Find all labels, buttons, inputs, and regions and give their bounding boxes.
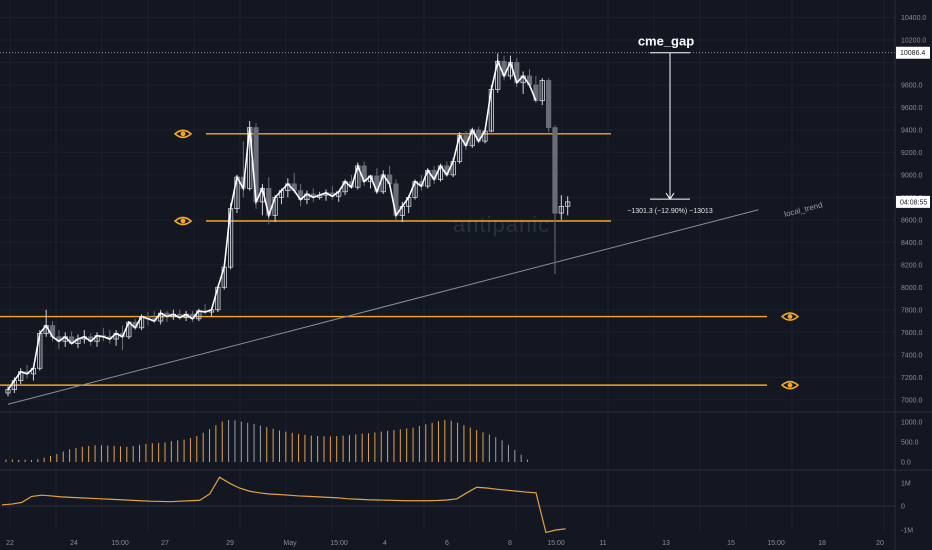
eye-pupil — [787, 382, 793, 388]
price-tick-label: 7200.0 — [901, 375, 923, 382]
volume-axis[interactable]: 1000.0 500.0 0.0 — [901, 420, 923, 467]
candle-body — [539, 80, 545, 102]
time-tick-label: May — [283, 540, 297, 547]
volume-tick-label: 0.0 — [901, 460, 911, 467]
price-tick-label: 8000.0 — [901, 285, 923, 292]
time-tick-label: 15:00 — [111, 540, 129, 547]
time-tick-label: 24 — [70, 540, 78, 547]
volume-tick-label: 1000.0 — [901, 420, 923, 427]
eye-icon — [173, 129, 193, 139]
eye-outline — [780, 380, 800, 390]
eye-pupil — [180, 218, 186, 224]
price-tick-label: 10400.0 — [901, 15, 926, 22]
time-tick-label: 18 — [818, 540, 826, 547]
horizontal-levels — [0, 129, 800, 390]
price-tick-label: 8200.0 — [901, 262, 923, 269]
price-tick-label: 9400.0 — [901, 127, 923, 134]
gap-measure-label: −1301.3 (−12.90%) −13013 — [627, 208, 713, 215]
price-tick-label: 7400.0 — [901, 352, 923, 359]
time-tick-label: 29 — [226, 540, 234, 547]
time-tick-label: 6 — [445, 540, 449, 547]
time-tick-label: 8 — [508, 540, 512, 547]
gap-title: cme_gap — [638, 34, 694, 49]
price-tick-label: 8600.0 — [901, 217, 923, 224]
time-tick-label: 15 — [727, 540, 735, 547]
watermark: antipanic — [453, 212, 550, 237]
time-tick-label: 15:00 — [547, 540, 565, 547]
time-tick-label: 15:00 — [330, 540, 348, 547]
time-tick-label: 11 — [599, 540, 606, 547]
eye-outline — [173, 129, 193, 139]
candle-body — [546, 80, 552, 129]
volume-pane — [5, 420, 529, 462]
eye-outline — [780, 312, 800, 321]
eye-icon — [780, 380, 800, 390]
price-axis[interactable]: 10400.0 10200.0 9800.0 9600.0 9400.0 9200.0 90… — [896, 15, 930, 404]
candle-body — [558, 205, 564, 214]
local-trend-line — [7, 209, 759, 405]
time-tick-label: 20 — [876, 540, 884, 547]
eye-pupil — [787, 314, 793, 319]
current-price-badge — [896, 46, 930, 59]
time-tick-label: 22 — [6, 540, 14, 547]
eye-icon — [780, 312, 800, 321]
candle-body — [552, 127, 558, 214]
price-tick-label: 9600.0 — [901, 105, 923, 112]
price-tick-label: 9200.0 — [901, 150, 923, 157]
oscillator-tick-label: -1M — [901, 528, 913, 535]
oscillator-line — [1, 476, 566, 534]
oscillator-tick-label: 0 — [901, 504, 905, 511]
time-tick-label: 13 — [662, 540, 670, 547]
time-axis[interactable]: 22 24 15:00 27 29 May 15:00 4 6 8 15:00 11 13 15 15:00… — [6, 540, 884, 547]
time-tick-label: 4 — [383, 540, 387, 547]
eye-icon — [173, 216, 193, 226]
candle-body — [565, 201, 571, 207]
countdown-badge — [896, 195, 930, 208]
price-tick-label: 8400.0 — [901, 240, 923, 247]
price-tick-label: 7000.0 — [901, 397, 923, 404]
eye-outline — [173, 216, 193, 226]
cme-gap-annotation: cme_gap −1301.3 (−12.90%) −13013 — [627, 34, 713, 215]
price-tick-label: 10200.0 — [901, 37, 926, 44]
oscillator-pane — [0, 476, 895, 534]
time-tick-label: 27 — [161, 540, 169, 547]
oscillator-axis[interactable]: 1M 0 -1M — [901, 481, 913, 535]
volume-tick-label: 500.0 — [901, 440, 919, 447]
countdown-label: 04:08:55 — [900, 199, 927, 206]
time-tick-label: 15:00 — [767, 540, 785, 547]
price-tick-label: 9800.0 — [901, 82, 923, 89]
price-tick-label: 7600.0 — [901, 330, 923, 337]
oscillator-tick-label: 1M — [901, 481, 911, 488]
price-line — [7, 58, 537, 391]
eye-pupil — [180, 131, 186, 137]
price-tick-label: 9000.0 — [901, 172, 923, 179]
price-tick-label: 7800.0 — [901, 307, 923, 314]
current-price-label: 10086.4 — [900, 50, 925, 57]
